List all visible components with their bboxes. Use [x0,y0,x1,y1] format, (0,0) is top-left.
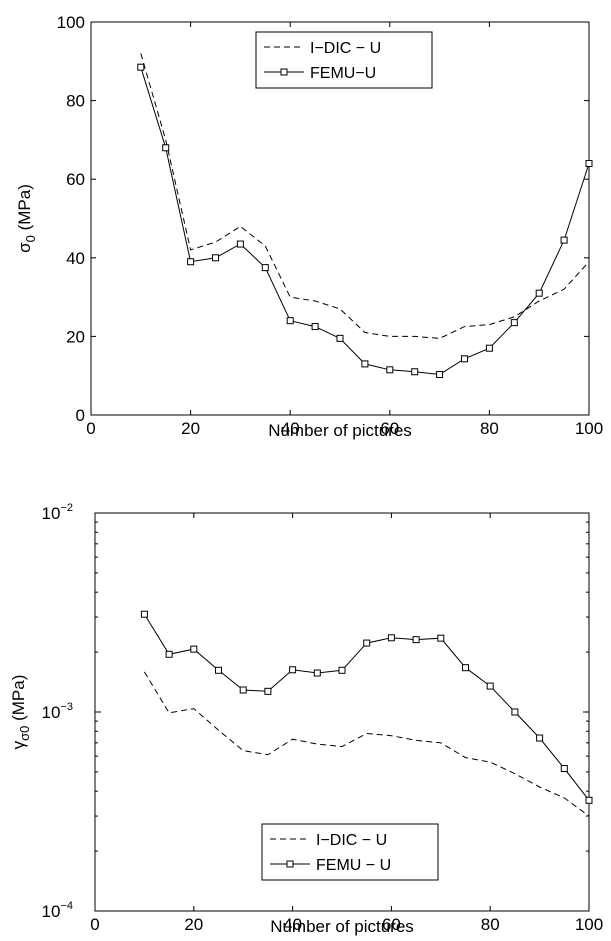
x-axis-label: Number of pictures [270,917,414,936]
data-point [239,686,247,694]
y-tick-label: 10−4 [42,900,73,921]
data-point [212,254,219,262]
legend-box [255,31,433,89]
data-point [411,368,419,376]
data-point [585,796,593,804]
x-tick-label: 40 [281,419,300,438]
legend-label: I−DIC − U [316,832,387,849]
data-point [510,319,518,327]
data-point [261,264,269,272]
data-point [190,645,198,653]
data-point [461,355,468,363]
data-point [485,344,493,352]
legend: I−DIC − U FEMU−U [255,31,433,89]
x-axis-label: Number of pictures [268,421,412,440]
data-point [486,682,494,690]
series-line [140,67,590,376]
series-1 [140,53,590,339]
y-tick-label: 10−2 [42,502,73,523]
plot-area [90,21,590,416]
legend-label: FEMU−U [310,65,376,82]
y-tick-label: 100 [57,13,85,32]
data-point [386,366,394,374]
data-point [338,666,346,674]
x-tick-label: 60 [382,915,401,934]
legend-marker [280,68,288,76]
data-point [215,666,222,674]
data-point [140,610,148,618]
data-point [313,669,321,677]
x-tick-label: 80 [481,915,500,934]
data-point [511,708,519,716]
x-tick-label: 60 [380,419,399,438]
x-tick-label: 20 [184,915,203,934]
data-point [137,63,145,71]
data-point [436,371,444,379]
y-tick-label: 40 [66,249,85,268]
series-2 [140,610,593,804]
data-point [462,664,469,672]
legend-label: I−DIC − U [310,40,381,57]
data-point [536,734,544,742]
data-point [165,650,173,658]
x-tick-label: 40 [283,915,302,934]
data-point [412,636,420,644]
data-point [187,258,195,266]
data-point [560,236,568,244]
data-point [437,634,445,642]
series-1 [143,671,590,817]
data-point [336,334,344,342]
y-tick-label: 80 [66,92,85,111]
legend-box [261,823,439,881]
legend-label: FEMU − U [316,857,391,874]
chart-panel-2: 0 20 40 60 80 100 10−4 10−3 10−2 Number of pictur… [9,502,603,936]
data-point [387,634,395,642]
y-tick-label: 10−3 [42,701,73,722]
data-point [363,639,371,647]
x-tick-label: 20 [181,419,200,438]
data-point [535,289,543,297]
x-tick-label: 100 [575,915,603,934]
x-tick-label: 0 [86,419,95,438]
data-point [361,360,369,368]
data-point [236,240,244,248]
data-point [289,666,297,674]
data-point [162,144,170,152]
data-point [560,765,568,773]
data-point [286,317,294,325]
y-axis-label: γσ0 (MPa) [9,675,32,750]
series-line [143,671,590,817]
data-point [311,323,319,331]
chart-panel-1: 0 20 40 60 80 100 0 20 40 60 80 100 Number of pictur… [15,13,603,440]
y-tick-label: 20 [66,327,85,346]
y-axis-label: σ0 (MPa) [15,184,38,253]
y-tick-label: 60 [66,170,85,189]
data-point [264,687,272,695]
series-line [140,53,590,339]
x-tick-label: 80 [480,419,499,438]
legend: I−DIC − U FEMU − U [261,823,439,881]
y-tick-label: 0 [76,406,85,425]
legend-marker [286,860,294,868]
series-2 [137,63,593,379]
x-tick-label: 0 [90,915,99,934]
data-point [585,159,593,167]
x-tick-label: 100 [575,419,603,438]
